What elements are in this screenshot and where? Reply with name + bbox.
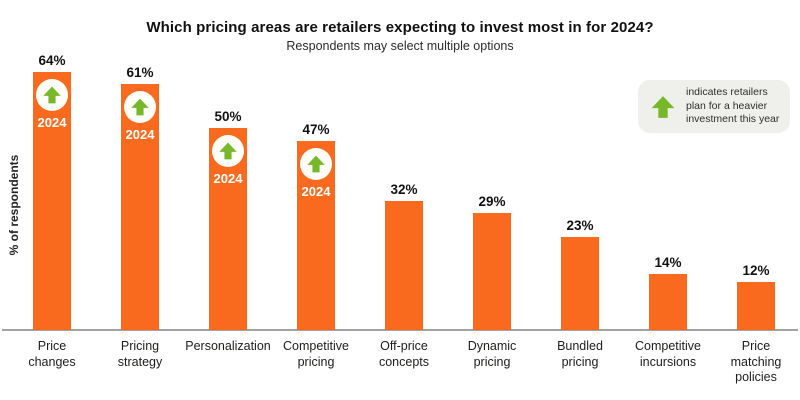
- arrow-up-icon: [131, 98, 149, 116]
- bar-column: 61% 2024 Pricing strategy: [96, 65, 184, 369]
- category-label: Dynamic pricing: [467, 339, 517, 369]
- bar-value-label: 23%: [566, 218, 594, 233]
- category-label: Price matching policies: [730, 339, 782, 385]
- bar: [473, 213, 511, 330]
- bar-value-label: 32%: [390, 182, 418, 197]
- badge-year-label: 2024: [301, 184, 331, 199]
- category-label: Price changes: [28, 339, 76, 369]
- category-label: Competitive incursions: [635, 339, 701, 369]
- bar: 2024: [33, 72, 71, 330]
- bar-column: 23% Bundled pricing: [536, 218, 624, 369]
- legend-text: indicates retailers plan for a heavier i…: [686, 86, 780, 126]
- heavier-investment-badge: [124, 91, 156, 123]
- badge-year-label: 2024: [125, 127, 155, 142]
- arrow-up-icon: [219, 142, 237, 160]
- bar-column: 14% Competitive incursions: [624, 255, 712, 369]
- arrow-up-icon: [307, 155, 325, 173]
- bar-value-label: 14%: [654, 255, 682, 270]
- category-label: Off-price concepts: [378, 339, 430, 369]
- bar-value-label: 29%: [478, 194, 506, 209]
- bar: [737, 282, 775, 330]
- bar: [385, 201, 423, 330]
- arrow-up-icon: [651, 95, 675, 118]
- bar-value-label: 47%: [302, 122, 330, 137]
- bar-column: 64% 2024 Price changes: [8, 53, 96, 369]
- x-axis-line: [2, 329, 798, 331]
- bar: 2024: [209, 128, 247, 330]
- bar-column: 32% Off-price concepts: [360, 182, 448, 369]
- badge-year-label: 2024: [37, 115, 67, 130]
- legend-box: indicates retailers plan for a heavier i…: [638, 80, 790, 133]
- heavier-investment-badge: [300, 148, 332, 180]
- bar-column: 47% 2024 Competitive pricing: [272, 122, 360, 369]
- bar-column: 29% Dynamic pricing: [448, 194, 536, 369]
- bar-column: 50% 2024 Personalization: [184, 109, 272, 353]
- bar: [649, 274, 687, 330]
- bar-column: 12% Price matching policies: [712, 263, 800, 384]
- category-label: Bundled pricing: [557, 339, 603, 369]
- bar-value-label: 64%: [38, 53, 66, 68]
- heavier-investment-badge: [212, 135, 244, 167]
- arrow-up-icon: [43, 86, 61, 104]
- bar: 2024: [121, 84, 159, 330]
- category-label: Competitive pricing: [283, 339, 349, 369]
- bar-value-label: 12%: [742, 263, 770, 278]
- heavier-investment-badge: [36, 79, 68, 111]
- badge-year-label: 2024: [213, 171, 243, 186]
- bar: 2024: [297, 141, 335, 330]
- category-label: Pricing strategy: [117, 339, 163, 369]
- bar-value-label: 61%: [126, 65, 154, 80]
- chart-subtitle: Respondents may select multiple options: [286, 39, 514, 53]
- bar: [561, 237, 599, 330]
- category-label: Personalization: [185, 339, 271, 353]
- bar-value-label: 50%: [214, 109, 242, 124]
- chart-title: Which pricing areas are retailers expect…: [146, 19, 654, 36]
